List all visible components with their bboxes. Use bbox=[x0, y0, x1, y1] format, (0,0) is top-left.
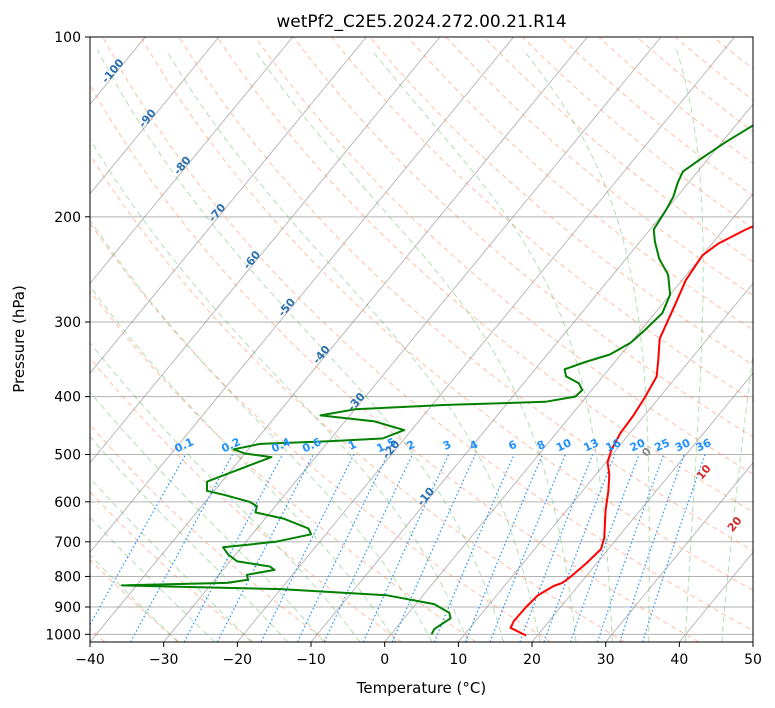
series-layer bbox=[120, 124, 753, 637]
isotherm--60 bbox=[90, 37, 441, 464]
mixing-ratio-line-20 bbox=[569, 454, 640, 642]
y-tick-label: 100 bbox=[54, 30, 81, 46]
mixing-ratio-line-4 bbox=[391, 454, 476, 642]
moist-adiabat-30 bbox=[371, 49, 613, 642]
mixing-ratio-line-13 bbox=[519, 454, 594, 642]
y-tick-label: 400 bbox=[54, 390, 81, 406]
isotherm-20 bbox=[531, 372, 753, 642]
moist-adiabat-5 bbox=[90, 219, 433, 642]
isotherm-10 bbox=[457, 282, 753, 642]
plot-frame bbox=[89, 36, 754, 643]
moist-adiabat--15 bbox=[90, 435, 288, 642]
mixing-ratio-line-6 bbox=[433, 454, 515, 642]
y-tick-label: 600 bbox=[54, 495, 81, 511]
moist-adiabat--30 bbox=[90, 554, 179, 642]
dry-adiabat-130 bbox=[407, 37, 753, 331]
moist-adiabat-20 bbox=[165, 49, 541, 642]
dry-adiabat-10 bbox=[90, 290, 477, 642]
x-tick-label: 10 bbox=[449, 652, 467, 668]
mixing-ratio-label: 20 bbox=[628, 436, 648, 454]
mixing-ratio-line-2 bbox=[323, 454, 413, 642]
dry-adiabat-40 bbox=[90, 84, 700, 642]
x-tick-label: 30 bbox=[597, 652, 615, 668]
isotherm--20 bbox=[236, 37, 735, 642]
y-tick-label: 700 bbox=[54, 535, 81, 551]
y-tick-label: 1000 bbox=[45, 627, 81, 643]
mixing-ratio-line-3 bbox=[362, 454, 450, 642]
moist-adiabat-10 bbox=[90, 138, 469, 642]
chart-title: wetPf2_C2E5.2024.272.00.21.R14 bbox=[276, 12, 566, 32]
mixing-ratio-label: 13 bbox=[582, 436, 601, 454]
mixing-ratio-label: 36 bbox=[694, 436, 714, 454]
isotherm--90 bbox=[90, 37, 220, 195]
isotherm--70 bbox=[90, 37, 367, 374]
moist-adiabat--10 bbox=[90, 391, 325, 642]
dry-adiabat-110 bbox=[331, 37, 753, 402]
x-tick-label: −20 bbox=[223, 652, 253, 668]
isotherm--80 bbox=[90, 37, 293, 285]
temperature-profile-line bbox=[509, 225, 753, 637]
moist-adiabat--25 bbox=[90, 516, 216, 642]
mixing-ratio-line-0.1 bbox=[90, 454, 187, 627]
dry-adiabat-20 bbox=[90, 222, 551, 642]
x-tick-label: −10 bbox=[296, 652, 326, 668]
moist-adiabat--5 bbox=[90, 341, 361, 642]
x-tick-label: 20 bbox=[523, 652, 541, 668]
x-tick-label: 40 bbox=[670, 652, 688, 668]
dry-adiabat-60 bbox=[140, 37, 753, 591]
axis-layer: −40 −30 −20 −10 0 10 20 30 40 50 100 200 300 400 500 60… bbox=[45, 30, 762, 668]
mixing-ratio-line-36 bbox=[642, 454, 706, 642]
plot-area bbox=[90, 37, 753, 642]
moist-adiabat-15 bbox=[96, 49, 505, 642]
dewpoint-profile-line bbox=[120, 124, 753, 635]
moist-adiabat-0 bbox=[90, 285, 397, 642]
moist-adiabat-35 bbox=[522, 49, 650, 642]
x-tick-label: 50 bbox=[744, 652, 762, 668]
dry-adiabat-30 bbox=[90, 154, 625, 642]
mixing-ratio-label: 16 bbox=[604, 436, 624, 454]
moist-adiabat--20 bbox=[90, 477, 252, 642]
isotherm--30 bbox=[163, 37, 662, 642]
mixing-ratio-label: 30 bbox=[673, 436, 693, 454]
isotherm-30 bbox=[605, 462, 753, 642]
y-axis-label: Pressure (hPa) bbox=[10, 285, 28, 393]
isotherm--10 bbox=[310, 103, 753, 642]
y-tick-label: 500 bbox=[54, 448, 81, 464]
mixing-ratio-line-25 bbox=[596, 454, 665, 642]
y-tick-label: 800 bbox=[54, 569, 81, 585]
isotherm--40 bbox=[90, 37, 588, 642]
moist-adiabat-45 bbox=[721, 349, 753, 642]
mixing-ratio-line-30 bbox=[619, 454, 685, 642]
mixing-ratio-label: 25 bbox=[653, 436, 672, 454]
mixing-ratio-line-8 bbox=[464, 454, 544, 642]
y-tick-label: 900 bbox=[54, 600, 81, 616]
mixing-ratio-line-10 bbox=[489, 454, 566, 642]
dry-adiabat-0 bbox=[90, 357, 402, 642]
mixing-ratio-line-0.2 bbox=[130, 454, 234, 642]
x-tick-label: −40 bbox=[75, 652, 105, 668]
mixing-ratio-line-16 bbox=[543, 454, 616, 642]
grid-layer bbox=[90, 37, 753, 642]
moist-adiabat-25 bbox=[254, 49, 577, 642]
dry-adiabat-120 bbox=[369, 37, 753, 366]
y-tick-label: 300 bbox=[54, 315, 81, 331]
moist-adiabat-40 bbox=[676, 49, 704, 642]
x-tick-label: 0 bbox=[380, 652, 389, 668]
x-axis-label: Temperature (°C) bbox=[356, 679, 486, 697]
dry-adiabat-70 bbox=[178, 37, 753, 552]
x-tick-label: −30 bbox=[149, 652, 179, 668]
isotherm--50 bbox=[90, 37, 514, 554]
mixing-ratio-line-1.5 bbox=[296, 454, 389, 642]
y-tick-label: 200 bbox=[54, 210, 81, 226]
mixing-ratio-label: 10 bbox=[554, 436, 574, 454]
